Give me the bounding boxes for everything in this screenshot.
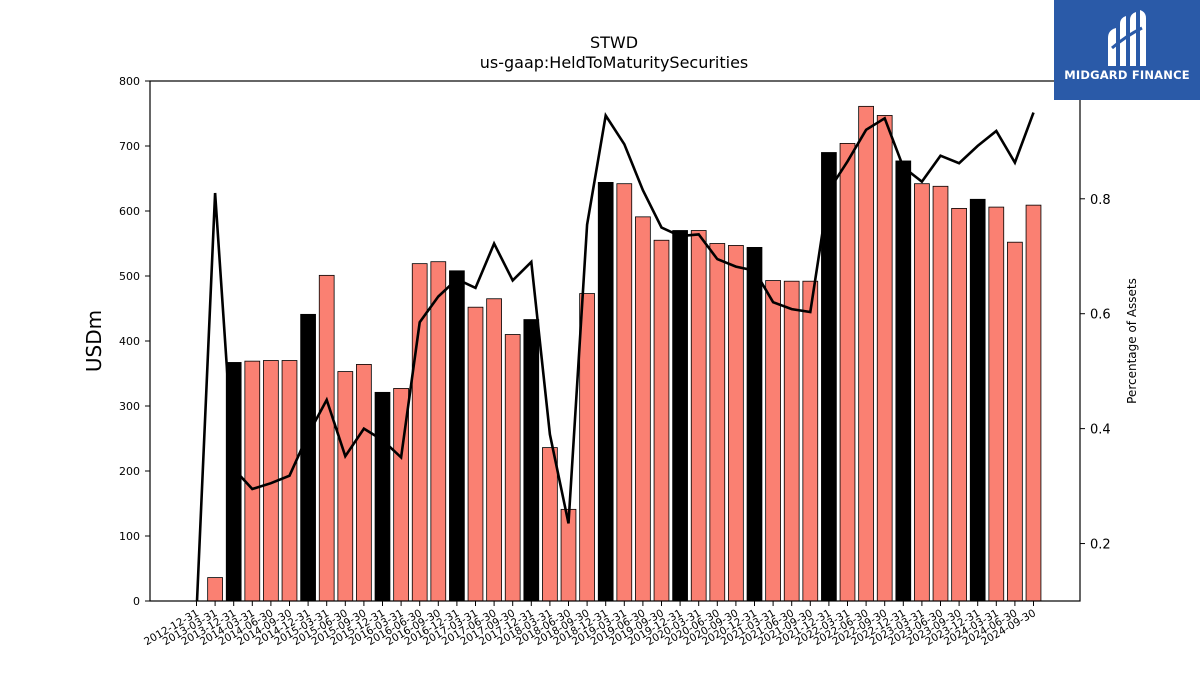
bar bbox=[653, 239, 670, 602]
bar bbox=[895, 160, 912, 602]
bar bbox=[281, 360, 298, 602]
y-tick-label: 200 bbox=[119, 465, 140, 478]
bar bbox=[728, 245, 744, 602]
bar bbox=[876, 115, 893, 602]
bar bbox=[486, 298, 502, 602]
bar bbox=[690, 230, 707, 602]
logo-text: MIDGARD FINANCE bbox=[1064, 68, 1190, 82]
bar bbox=[765, 280, 781, 602]
midgard-finance-logo: MIDGARD FINANCE bbox=[1054, 0, 1200, 100]
bar bbox=[635, 216, 651, 602]
bar bbox=[709, 243, 726, 602]
y-tick-label: 0 bbox=[133, 595, 140, 608]
line-layer bbox=[195, 111, 1035, 601]
bar bbox=[542, 447, 558, 602]
y-tick-label: 400 bbox=[119, 335, 140, 348]
y2-axis-label: Percentage of Assets bbox=[1125, 278, 1139, 404]
bar bbox=[579, 293, 595, 602]
bar bbox=[783, 280, 800, 602]
chart-title: STWD bbox=[590, 33, 638, 52]
bar bbox=[337, 371, 354, 602]
bar bbox=[300, 313, 316, 602]
y-tick-label: 700 bbox=[119, 140, 140, 153]
y2-tick-label: 0.8 bbox=[1090, 193, 1111, 208]
y-tick-label: 500 bbox=[119, 270, 140, 283]
bar bbox=[951, 207, 967, 602]
y-tick-label: 800 bbox=[119, 75, 140, 88]
bar bbox=[858, 105, 874, 602]
logo-mark-icon bbox=[1108, 10, 1146, 66]
percentage-line bbox=[195, 111, 1035, 601]
bar bbox=[318, 274, 335, 602]
bar bbox=[244, 360, 261, 602]
y-tick-label: 300 bbox=[119, 400, 140, 413]
y2-tick-label: 0.6 bbox=[1090, 308, 1111, 323]
bar bbox=[746, 246, 763, 602]
bar bbox=[504, 334, 521, 602]
bar bbox=[430, 261, 447, 602]
bar bbox=[802, 280, 819, 602]
bar bbox=[672, 230, 688, 602]
y-axis-label: USDm bbox=[82, 310, 106, 372]
bar bbox=[988, 206, 1005, 602]
bar bbox=[914, 183, 930, 602]
y2-tick-label: 0.2 bbox=[1090, 538, 1111, 553]
bars-layer bbox=[207, 105, 1042, 602]
bar bbox=[356, 363, 372, 602]
bar bbox=[1025, 204, 1042, 602]
bar bbox=[1007, 241, 1023, 602]
y-tick-label: 600 bbox=[119, 205, 140, 218]
bar bbox=[523, 319, 540, 602]
chart-subtitle: us-gaap:HeldToMaturitySecurities bbox=[480, 53, 749, 72]
bar bbox=[932, 185, 949, 602]
bar bbox=[467, 306, 484, 602]
bar bbox=[597, 181, 614, 602]
bar bbox=[839, 142, 856, 602]
bar bbox=[969, 198, 986, 602]
y2-tick-label: 0.4 bbox=[1090, 423, 1111, 438]
bar bbox=[374, 391, 391, 602]
axes-layer: 01002003004005006007008000.20.40.60.8201… bbox=[119, 75, 1111, 648]
bar bbox=[616, 183, 633, 602]
bar bbox=[449, 270, 465, 602]
y-tick-label: 100 bbox=[119, 530, 140, 543]
bar bbox=[207, 577, 223, 602]
